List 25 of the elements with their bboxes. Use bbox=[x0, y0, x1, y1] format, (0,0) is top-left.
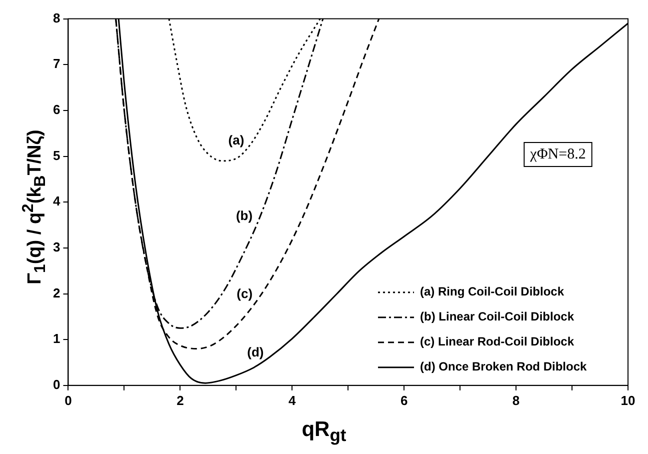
annotation: (d) bbox=[247, 344, 264, 360]
y-tick-label: 6 bbox=[52, 102, 60, 118]
x-tick-label: 6 bbox=[400, 392, 408, 408]
annotation: (b) bbox=[236, 208, 253, 224]
y-tick-label: 8 bbox=[52, 10, 60, 26]
y-tick-label: 5 bbox=[52, 148, 60, 163]
legend-label: (c) Linear Rod-Coil Diblock bbox=[420, 334, 574, 349]
annotation: (a) bbox=[228, 132, 244, 148]
annotation: (c) bbox=[236, 286, 253, 301]
y-tick-label: 7 bbox=[52, 56, 60, 72]
annotation: χΦN=8.2 bbox=[529, 146, 586, 162]
legend-label: (a) Ring Coil-Coil Diblock bbox=[420, 284, 564, 299]
y-tick-label: 2 bbox=[52, 285, 60, 300]
y-tick-label: 3 bbox=[52, 240, 60, 255]
legend-label: (b) Linear Coil-Coil Diblock bbox=[420, 310, 574, 324]
x-axis-title: qR$_{gt}$ bbox=[300, 418, 348, 446]
x-tick-label: 8 bbox=[512, 392, 520, 408]
y-tick-label: 0 bbox=[52, 376, 60, 392]
x-tick-label: 2 bbox=[176, 392, 184, 408]
x-tick-label: 0 bbox=[64, 392, 72, 408]
x-tick-label: 4 bbox=[288, 392, 297, 408]
legend-label: (d) Once Broken Rod Diblock bbox=[420, 360, 588, 374]
y-tick-label: 1 bbox=[52, 331, 60, 346]
x-tick-label: 10 bbox=[620, 392, 636, 408]
y-tick-label: 4 bbox=[52, 194, 61, 209]
